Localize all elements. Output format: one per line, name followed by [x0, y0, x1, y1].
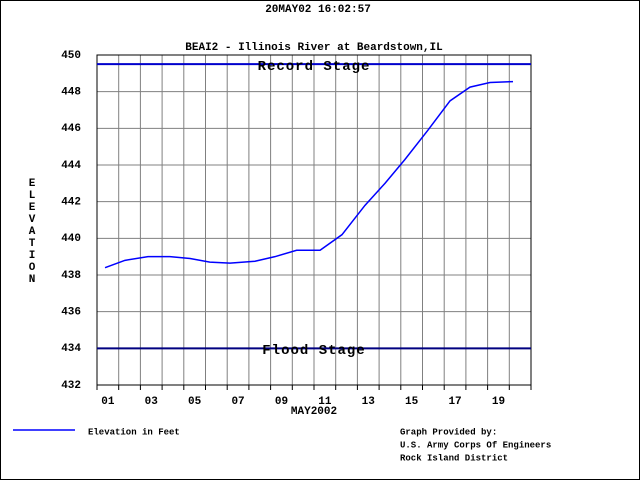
header: 20MAY02 16:02:57 — [265, 4, 371, 16]
y-tick-label: 442 — [61, 197, 81, 209]
credit: Graph Provided by: — [400, 427, 497, 437]
x-tick-label: 03 — [145, 396, 159, 408]
y-tick-label: 444 — [61, 160, 81, 172]
y-tick-label: 438 — [61, 270, 81, 282]
x-tick-label: 15 — [405, 396, 419, 408]
y-tick-label: 436 — [61, 307, 81, 319]
y-tick-label: 448 — [61, 87, 81, 99]
y-axis-label: ELEVATION — [26, 178, 38, 286]
reference-label: Record Stage — [258, 59, 371, 75]
y-tick-label: 450 — [61, 50, 81, 62]
credit: Rock Island District — [400, 453, 508, 463]
reference-label: Flood Stage — [262, 343, 365, 359]
chart-title: BEAI2 - Illinois River at Beardstown,IL — [185, 42, 443, 54]
x-tick-label: 17 — [448, 396, 461, 408]
x-tick-label: 07 — [231, 396, 244, 408]
x-tick-label: 05 — [188, 396, 202, 408]
credit: U.S. Army Corps Of Engineers — [400, 440, 551, 450]
y-tick-label: 446 — [61, 123, 81, 135]
x-tick-label: 19 — [492, 396, 505, 408]
y-tick-label: 434 — [61, 343, 81, 355]
x-axis-label: MAY2002 — [291, 406, 337, 418]
x-tick-label: 11 — [318, 396, 332, 408]
plot-border — [96, 54, 532, 386]
legend-label: Elevation in Feet — [88, 427, 180, 437]
x-tick-label: 09 — [275, 396, 288, 408]
line — [104, 80, 514, 269]
x-tick-label: 13 — [362, 396, 376, 408]
y-tick-label: 440 — [61, 233, 81, 245]
x-tick-label: 01 — [101, 396, 115, 408]
y-tick-label: 432 — [61, 380, 81, 392]
